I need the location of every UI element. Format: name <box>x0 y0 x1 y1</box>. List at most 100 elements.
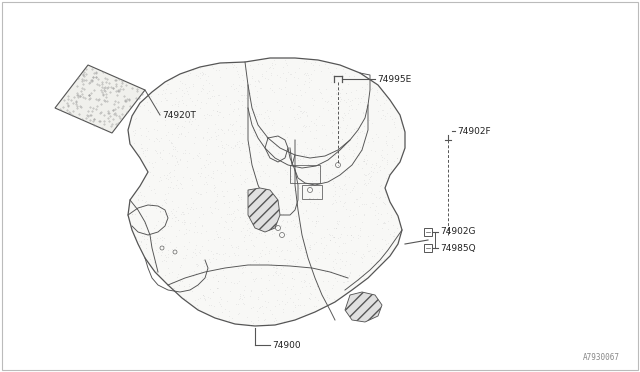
Point <box>216 151 227 157</box>
Point <box>184 118 195 124</box>
Point <box>326 101 336 107</box>
Point <box>136 225 146 231</box>
Point <box>311 116 321 122</box>
Point <box>281 153 291 159</box>
Point <box>221 60 231 66</box>
Point <box>168 145 178 151</box>
Point <box>326 71 337 77</box>
Point <box>277 280 287 286</box>
Point <box>257 202 267 208</box>
Point <box>240 167 250 173</box>
Point <box>212 112 223 118</box>
Point <box>191 252 202 258</box>
Point <box>184 270 194 276</box>
Point <box>368 138 378 144</box>
Point <box>227 227 237 233</box>
Point <box>246 237 256 243</box>
Point <box>208 275 218 280</box>
Point <box>250 78 260 84</box>
Point <box>165 174 175 180</box>
Point <box>91 74 101 80</box>
Point <box>209 93 219 99</box>
Point <box>200 296 210 302</box>
Point <box>184 206 195 212</box>
Point <box>144 230 154 236</box>
Point <box>323 65 333 71</box>
Point <box>333 170 344 176</box>
Point <box>355 121 365 127</box>
Point <box>179 243 189 249</box>
Point <box>179 219 189 225</box>
Point <box>379 155 389 161</box>
Point <box>322 292 332 298</box>
Point <box>303 171 313 177</box>
Point <box>307 178 317 184</box>
Point <box>289 74 299 80</box>
Point <box>300 278 310 284</box>
Point <box>97 79 108 85</box>
Point <box>210 205 220 211</box>
Point <box>238 292 248 298</box>
Point <box>61 100 72 106</box>
Point <box>292 157 303 163</box>
Point <box>297 128 307 134</box>
Point <box>254 260 264 266</box>
Point <box>365 260 376 266</box>
Point <box>182 246 192 252</box>
Point <box>166 153 177 159</box>
Point <box>235 293 245 299</box>
Point <box>282 218 292 224</box>
Point <box>208 289 218 295</box>
Point <box>63 96 74 102</box>
Point <box>184 119 194 125</box>
Point <box>254 230 264 235</box>
Point <box>299 249 309 255</box>
Point <box>277 206 287 212</box>
Point <box>129 141 140 147</box>
Point <box>191 271 202 277</box>
Point <box>263 76 273 81</box>
Point <box>290 70 300 76</box>
Point <box>266 70 276 76</box>
Point <box>211 68 221 74</box>
Point <box>223 126 234 132</box>
Point <box>260 251 270 257</box>
Point <box>349 150 359 156</box>
Point <box>198 82 208 88</box>
Point <box>313 170 323 176</box>
Point <box>330 256 340 262</box>
Point <box>300 153 310 158</box>
Point <box>226 224 236 230</box>
Point <box>196 191 207 197</box>
Point <box>113 88 123 94</box>
Point <box>157 202 167 208</box>
Point <box>149 186 159 192</box>
Point <box>400 129 410 135</box>
Point <box>364 247 374 253</box>
Point <box>339 200 349 206</box>
Point <box>251 103 261 109</box>
Point <box>332 235 342 241</box>
Point <box>211 136 221 142</box>
Point <box>236 159 246 165</box>
Point <box>213 143 223 149</box>
Point <box>225 121 236 127</box>
Point <box>333 103 344 109</box>
Point <box>329 234 339 240</box>
Point <box>204 151 214 157</box>
Point <box>292 75 303 81</box>
Point <box>271 248 281 254</box>
Point <box>97 84 107 90</box>
Point <box>330 275 340 281</box>
Point <box>100 76 110 81</box>
Point <box>237 141 248 147</box>
Point <box>324 180 335 186</box>
Point <box>268 272 278 278</box>
Point <box>245 293 255 299</box>
Point <box>81 77 91 83</box>
Point <box>349 199 359 205</box>
Point <box>109 101 120 107</box>
Text: 74902F: 74902F <box>457 126 491 135</box>
Point <box>374 195 384 201</box>
Point <box>324 295 334 301</box>
